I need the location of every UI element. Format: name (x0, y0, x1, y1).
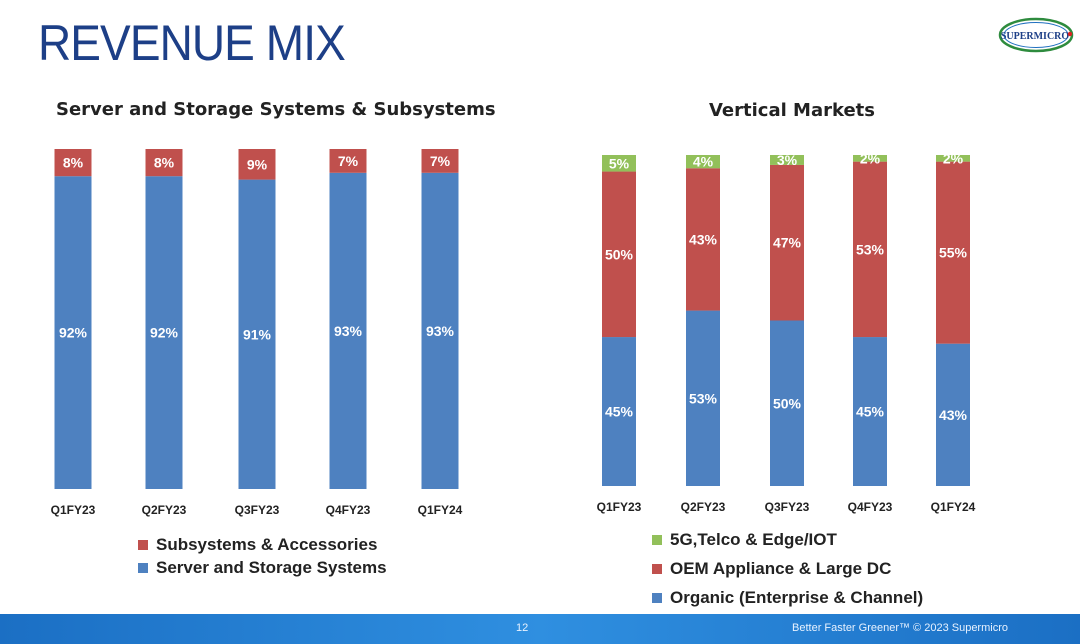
bar-1-0-3 (329, 172, 367, 490)
bar-2-1-0 (602, 171, 636, 338)
bar-1-1-4 (421, 149, 459, 173)
bar-1-1-0 (54, 149, 92, 177)
legend-item-5g-telco: 5G,Telco & Edge/IOT (652, 525, 923, 554)
data-label-2-1-4: 55% (939, 245, 968, 261)
data-label-2-1-3: 53% (856, 241, 885, 257)
bar-1-1-1 (145, 149, 183, 177)
bar-1-0-1 (145, 176, 183, 489)
bar-1-0-4 (421, 172, 459, 490)
tick-label-1-0: Q1FY23 (51, 503, 96, 517)
tick-label-2-4: Q1FY24 (931, 500, 976, 514)
data-label-2-2-4: 2% (943, 150, 964, 166)
legend-swatch-red (138, 539, 148, 550)
legend-label: Server and Storage Systems (156, 557, 387, 577)
footer-tagline: Better Faster Greener™ © 2023 Supermicro (792, 622, 1008, 634)
data-label-1-1-4: 7% (430, 153, 451, 169)
data-label-1-0-1: 92% (150, 325, 179, 341)
bar-2-1-4 (936, 161, 970, 344)
data-label-2-2-0: 5% (609, 155, 630, 171)
bar-2-1-2 (770, 164, 804, 321)
bar-2-2-4 (936, 155, 970, 162)
data-label-2-0-3: 45% (856, 404, 885, 420)
data-label-2-0-2: 50% (773, 395, 802, 411)
chart-1-server-storage: 92% 8% Q1FY23 92% 8% Q2FY23 91% 9% Q3FY23 93% 7% Q4… (51, 149, 463, 517)
logo-text: SUPERMICRO (1001, 31, 1070, 42)
data-label-2-1-0: 50% (605, 246, 634, 262)
data-label-1-1-2: 9% (247, 156, 268, 172)
legend-item-organic: Organic (Enterprise & Channel) (652, 583, 923, 612)
data-label-2-2-1: 4% (693, 154, 714, 170)
data-label-2-2-3: 2% (860, 150, 881, 166)
data-label-2-0-0: 45% (605, 404, 634, 420)
logo-dot-icon (1067, 31, 1073, 37)
tick-label-2-1: Q2FY23 (681, 500, 726, 514)
legend-item-server-storage: Server and Storage Systems (138, 556, 387, 579)
data-label-1-0-3: 93% (334, 323, 363, 339)
bar-2-0-1 (686, 310, 720, 486)
chart-2-vertical-markets: 45% 50% 5% Q1FY23 53% 43% 4% Q2FY23 50% 47% 3% Q3FY… (596, 150, 976, 514)
bar-2-2-1 (686, 155, 720, 169)
data-label-2-1-1: 43% (689, 231, 718, 247)
data-label-1-1-0: 8% (63, 155, 84, 171)
bar-1-0-2 (238, 179, 276, 489)
legend-swatch-blue (652, 592, 662, 603)
data-label-2-1-2: 47% (773, 235, 802, 251)
bar-2-2-0 (602, 155, 636, 172)
footer-bar: 12 Better Faster Greener™ © 2023 Supermi… (0, 614, 1080, 644)
legend-swatch-red (652, 563, 662, 574)
bar-2-0-4 (936, 343, 970, 486)
tick-label-1-1: Q2FY23 (142, 503, 187, 517)
data-label-1-1-3: 7% (338, 153, 359, 169)
bar-1-1-3 (329, 149, 367, 173)
chart-1-title: Server and Storage Systems & Subsystems (56, 99, 496, 120)
bar-1-0-0 (54, 176, 92, 489)
bar-2-2-2 (770, 155, 804, 165)
legend-swatch-green (652, 534, 662, 545)
bar-2-0-2 (770, 320, 804, 486)
tick-label-1-2: Q3FY23 (235, 503, 280, 517)
legend-item-oem: OEM Appliance & Large DC (652, 554, 923, 583)
chart-1-legend: Subsystems & Accessories Server and Stor… (138, 533, 387, 579)
tick-label-2-0: Q1FY23 (597, 500, 642, 514)
bar-2-0-3 (853, 337, 887, 486)
supermicro-logo: SUPERMICRO (998, 17, 1074, 53)
chart-2-title: Vertical Markets (708, 100, 875, 121)
legend-label: 5G,Telco & Edge/IOT (670, 530, 837, 549)
data-label-1-1-1: 8% (154, 155, 175, 171)
bar-2-2-3 (853, 155, 887, 162)
tick-label-2-2: Q3FY23 (765, 500, 810, 514)
data-label-2-2-2: 3% (777, 152, 798, 168)
bar-2-1-3 (853, 161, 887, 338)
data-label-2-0-1: 53% (689, 390, 718, 406)
legend-item-subsystems: Subsystems & Accessories (138, 533, 387, 556)
bar-1-1-2 (238, 149, 276, 180)
tick-label-2-3: Q4FY23 (848, 500, 893, 514)
data-label-1-0-4: 93% (426, 323, 455, 339)
bar-2-1-1 (686, 168, 720, 311)
page-title: REVENUE MIX (38, 15, 346, 71)
page-number: 12 (516, 622, 529, 634)
data-label-1-0-0: 92% (59, 325, 88, 341)
data-label-1-0-2: 91% (243, 326, 272, 342)
legend-swatch-blue (138, 562, 148, 573)
tick-label-1-3: Q4FY23 (326, 503, 371, 517)
tick-label-1-4: Q1FY24 (418, 503, 463, 517)
legend-label: Organic (Enterprise & Channel) (670, 588, 924, 607)
data-label-2-0-4: 43% (939, 407, 968, 423)
chart-2-legend: 5G,Telco & Edge/IOT OEM Appliance & Larg… (652, 525, 923, 612)
legend-label: Subsystems & Accessories (156, 534, 378, 554)
bar-2-0-0 (602, 337, 636, 486)
legend-label: OEM Appliance & Large DC (670, 559, 892, 578)
